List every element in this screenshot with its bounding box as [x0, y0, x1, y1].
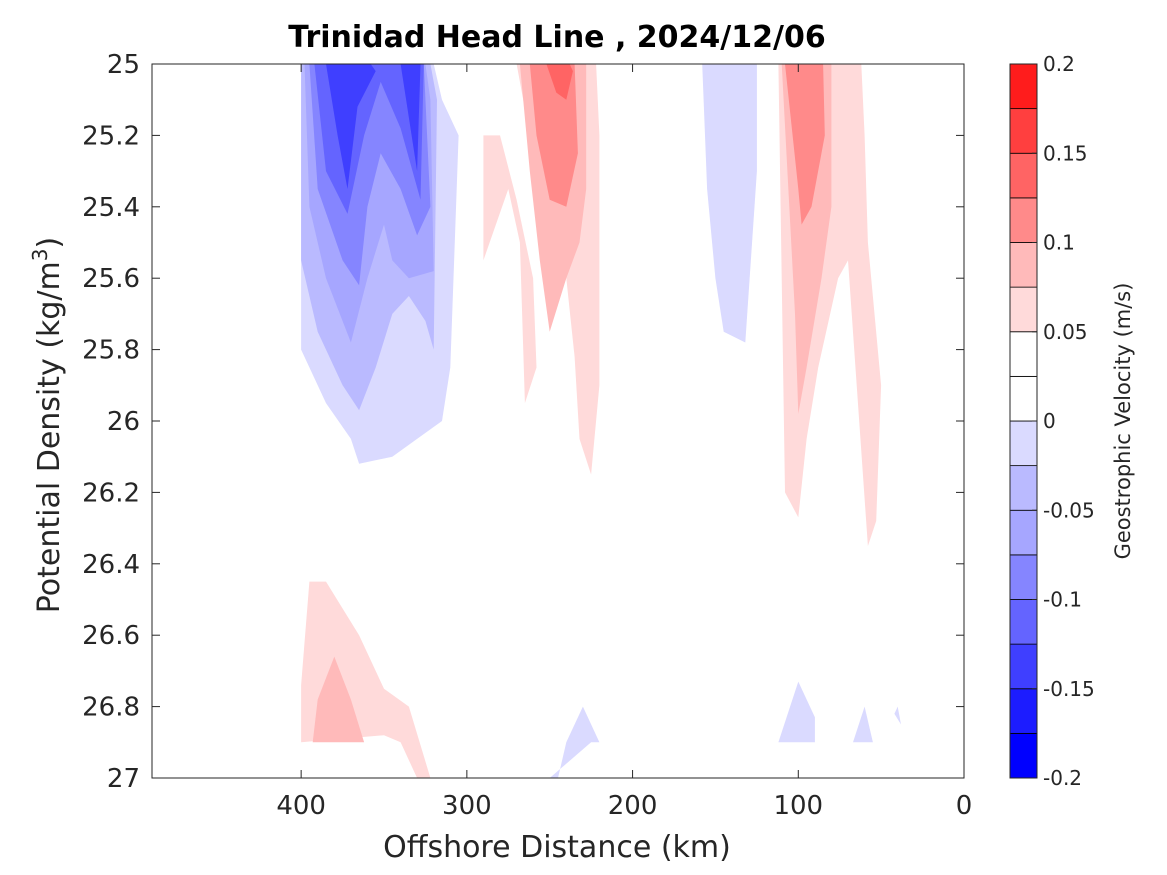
- contour-region-5: [326, 64, 421, 189]
- colorbar: -0.2 -0.15 -0.1 -0.05 0 0.05 0.1 0.15 0.2 Geostr…: [1009, 52, 1135, 790]
- colorbar-tick-label: 0.15: [1043, 141, 1088, 165]
- y-axis-title-main: Potential Density (kg/m: [32, 261, 67, 613]
- x-axis: 400 300 200 100 0: [276, 64, 972, 821]
- contour-region-20: [894, 706, 901, 725]
- y-tick-label: 26.6: [82, 621, 140, 651]
- contour-region-9: [529, 64, 578, 207]
- y-axis: 25 25.2 25.4 25.6 25.8 26 26.2 26.4 26.6 26.8 27: [82, 50, 964, 794]
- x-tick-label: 0: [956, 791, 973, 821]
- y-tick-label: 25: [107, 50, 140, 80]
- colorbar-band: [1009, 732, 1038, 779]
- x-axis-title: Offshore Distance (km): [383, 830, 731, 865]
- colorbar-band: [1009, 509, 1038, 556]
- x-tick-label: 200: [608, 791, 658, 821]
- y-tick-label: 27: [107, 764, 140, 794]
- colorbar-bands: [1009, 63, 1038, 779]
- colorbar-band: [1009, 331, 1038, 377]
- colorbar-band: [1009, 599, 1038, 645]
- colorbar-tick-label: -0.2: [1043, 766, 1082, 790]
- colorbar-tick-label: 0.05: [1043, 320, 1088, 344]
- colorbar-tick-label: -0.15: [1043, 677, 1095, 701]
- colorbar-band: [1009, 375, 1038, 422]
- y-tick-label: 26: [107, 407, 140, 437]
- colorbar-band: [1009, 465, 1038, 511]
- contour-layer: [301, 64, 901, 778]
- colorbar-tick-label: -0.1: [1043, 588, 1082, 612]
- colorbar-band: [1009, 643, 1038, 690]
- plot-area: 400 300 200 100 0 25 25.2 25.4 25.6 25.8 26 26.2 26…: [82, 50, 972, 821]
- y-axis-title-superscript: 3: [28, 248, 52, 261]
- colorbar-band: [1009, 108, 1038, 154]
- contour-region-7: [483, 135, 537, 404]
- colorbar-tick-label: -0.05: [1043, 498, 1095, 522]
- colorbar-tick-label: 0.1: [1043, 231, 1075, 255]
- x-tick-label: 400: [276, 791, 326, 821]
- colorbar-tick-label: 0: [1043, 409, 1056, 433]
- colorbar-band: [1009, 286, 1038, 333]
- colorbar-band: [1009, 197, 1038, 243]
- contour-region-11: [702, 64, 757, 343]
- x-tick-label: 300: [442, 791, 492, 821]
- colorbar-band: [1009, 152, 1038, 199]
- y-tick-label: 26.8: [82, 693, 140, 723]
- contour-region-17: [549, 706, 600, 778]
- contour-region-15: [301, 581, 431, 778]
- colorbar-band: [1009, 688, 1038, 734]
- colorbar-tick-label: 0.2: [1043, 52, 1075, 76]
- x-tick-label: 100: [773, 791, 823, 821]
- chart-title: Trinidad Head Line , 2024/12/06: [288, 20, 825, 55]
- y-axis-title-close: ): [32, 237, 67, 249]
- contour-region-19: [853, 706, 873, 743]
- colorbar-band: [1009, 63, 1038, 110]
- y-axis-title: Potential Density (kg/m3): [28, 237, 67, 613]
- y-tick-label: 26.2: [82, 478, 140, 508]
- contour-region-10: [546, 64, 573, 100]
- colorbar-band: [1009, 420, 1038, 467]
- contour-region-14: [785, 64, 825, 225]
- contour-region-16: [312, 656, 365, 743]
- colorbar-title: Geostrophic Velocity (m/s): [1111, 283, 1135, 560]
- colorbar-band: [1009, 242, 1038, 288]
- contour-region-18: [778, 681, 815, 743]
- y-tick-label: 25.8: [82, 336, 140, 366]
- y-tick-label: 25.4: [82, 193, 140, 223]
- y-tick-label: 25.2: [82, 121, 140, 151]
- colorbar-ticks: -0.2 -0.15 -0.1 -0.05 0 0.05 0.1 0.15 0.2: [1032, 52, 1095, 790]
- y-tick-label: 26.4: [82, 550, 140, 580]
- colorbar-band: [1009, 554, 1038, 600]
- y-tick-label: 25.6: [82, 264, 140, 294]
